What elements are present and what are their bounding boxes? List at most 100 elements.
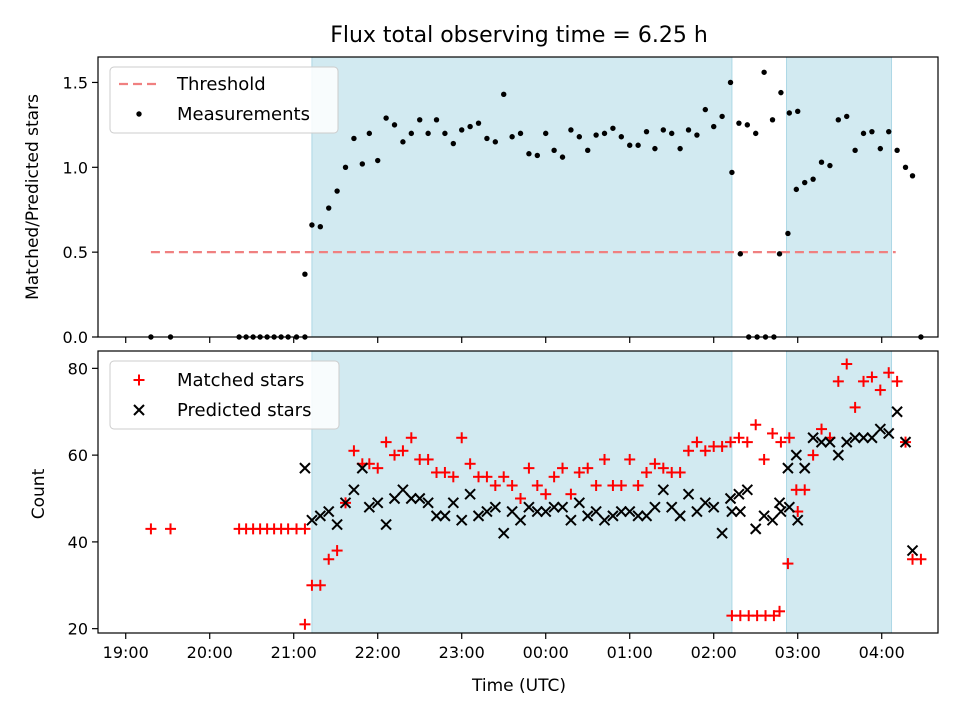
predicted-star-marker [598, 514, 611, 526]
predicted-star-marker [906, 544, 919, 557]
predicted-star-marker [380, 518, 392, 531]
matched-star-marker [799, 484, 811, 496]
count-panel: 20 40 60 80 19:00 20:00 21:00 22:00 23:00 00:00 01… [29, 350, 939, 662]
predicted-star-marker [573, 497, 586, 509]
measurement-point [484, 135, 490, 142]
matched-star-marker [489, 479, 501, 491]
predicted-star-marker [363, 501, 376, 513]
predicted-star-marker [422, 497, 434, 509]
measurement-point [334, 188, 340, 194]
predicted-star-marker [866, 432, 878, 444]
measurement-point [342, 164, 349, 171]
matched-star-marker [841, 358, 853, 370]
matched-star-marker [624, 453, 636, 465]
predicted-star-marker [657, 484, 670, 496]
x-tick-label: 02:00 [691, 643, 737, 662]
x-tick-label: 04:00 [859, 643, 905, 662]
matched-star-marker [683, 445, 695, 457]
matched-star-marker [832, 375, 844, 387]
matched-star-marker [456, 432, 468, 444]
matched-star-marker [599, 453, 611, 465]
matched-star-marker [314, 579, 326, 591]
predicted-star-marker [607, 510, 619, 522]
chart-title: Flux total observing time = 6.25 h [330, 23, 708, 48]
predicted-star-marker [708, 501, 720, 513]
matched-star-marker [323, 553, 335, 565]
measurement-point [793, 186, 800, 193]
matched-star-marker [331, 545, 343, 557]
matched-star-marker [891, 375, 903, 387]
matched-star-marker [768, 610, 780, 622]
measurement-point [593, 132, 599, 138]
x-tick-label: 21:00 [271, 643, 317, 662]
predicted-star-marker [807, 432, 819, 444]
matched-star-marker [716, 440, 728, 452]
legend-predicted-swatch [133, 404, 145, 416]
predicted-star-marker [724, 492, 737, 505]
observing-span [311, 350, 733, 634]
legend-matched-swatch [133, 374, 145, 386]
measurement-point [719, 113, 725, 120]
legend-threshold-label: Threshold [176, 74, 266, 95]
predicted-star-marker [758, 510, 770, 522]
measurement-point [785, 230, 791, 237]
x-tick-label: 22:00 [355, 643, 401, 662]
predicted-star-marker [439, 510, 451, 522]
legend-measurement-swatch [136, 111, 142, 117]
measurement-point [786, 110, 793, 116]
measurement-point [450, 140, 457, 147]
predicted-star-marker [849, 432, 861, 444]
measurement-point [559, 154, 566, 160]
measurement-point [902, 164, 909, 171]
matched-star-marker [447, 471, 459, 483]
measurement-point [835, 117, 842, 123]
predicted-star-marker [506, 505, 518, 518]
predicted-star-marker [824, 436, 836, 448]
matched-star-marker [725, 436, 737, 448]
predicted-star-marker [734, 505, 747, 518]
predicted-star-marker [792, 514, 804, 526]
measurement-point [669, 130, 675, 137]
legend-measurement-label: Measurements [177, 104, 310, 125]
predicted-star-marker [799, 462, 811, 474]
matched-star-marker [782, 558, 794, 570]
matched-star-marker [699, 445, 711, 457]
predicted-star-marker [674, 510, 686, 522]
measurement-point [492, 139, 499, 145]
matched-star-marker [674, 466, 686, 478]
y-tick-label: 0.0 [63, 328, 88, 347]
y-tick-label: 1.0 [63, 158, 88, 177]
measurement-point [685, 127, 692, 133]
predicted-star-marker [682, 488, 695, 500]
measurement-point [576, 134, 583, 140]
measurement-point [635, 142, 641, 148]
measurement-point [776, 251, 783, 257]
legend-predicted-label: Predicted stars [177, 400, 311, 421]
predicted-star-marker [640, 510, 653, 522]
predicted-star-marker [348, 484, 360, 496]
matched-star-marker [741, 436, 753, 448]
matched-star-marker [883, 367, 895, 379]
matched-star-marker [506, 479, 518, 491]
predicted-star-marker [775, 505, 787, 518]
measurement-point [844, 113, 850, 120]
predicted-star-marker [339, 497, 352, 509]
measurement-point [509, 134, 515, 140]
observing-span [786, 56, 893, 338]
x-tick-label: 00:00 [523, 643, 569, 662]
predicted-star-marker [841, 436, 853, 448]
predicted-star-marker [832, 449, 845, 461]
matched-star-marker [299, 618, 311, 630]
predicted-star-marker [388, 492, 401, 505]
predicted-star-marker [615, 505, 628, 518]
matched-star-marker [422, 453, 434, 465]
measurement-point [400, 139, 406, 145]
matched-star-marker [758, 453, 770, 465]
matched-star-marker [565, 488, 577, 500]
predicted-star-marker [414, 492, 426, 505]
measurement-point [610, 125, 616, 131]
predicted-star-marker [649, 501, 661, 513]
predicted-star-marker [523, 501, 535, 513]
measurement-point [585, 147, 591, 154]
